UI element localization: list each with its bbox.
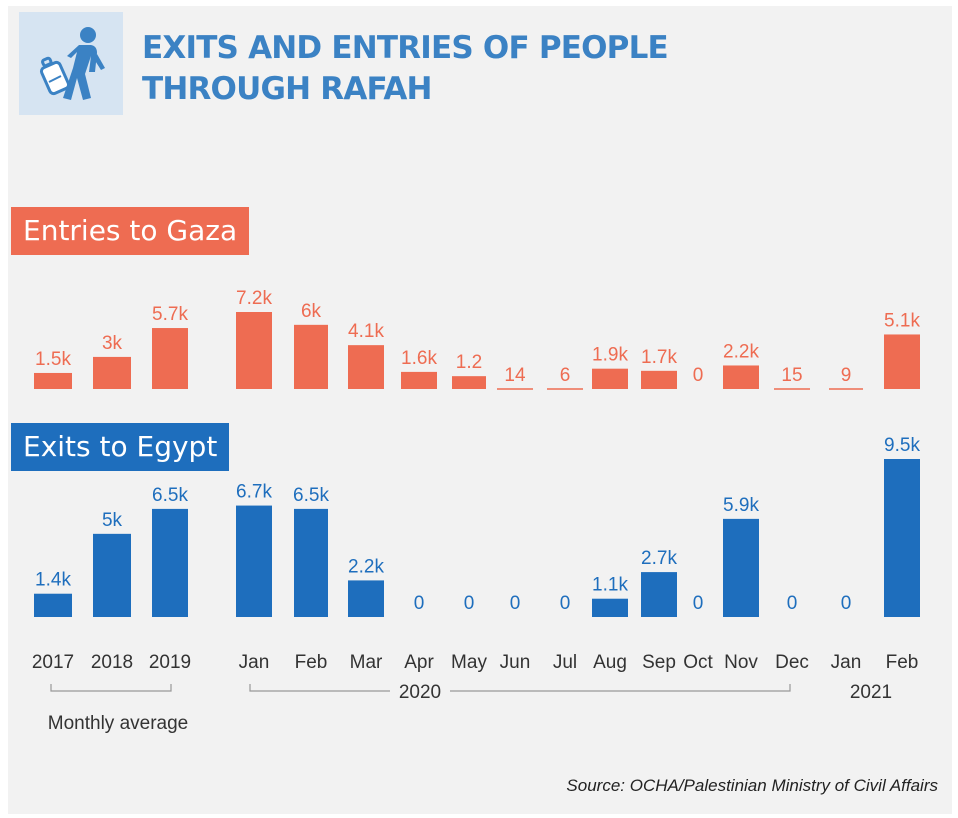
person-walking-with-luggage-icon	[39, 27, 105, 100]
exits-value-label: 6.5k	[152, 485, 188, 506]
entries-bar	[93, 356, 131, 389]
series-label-entries: Entries to Gaza	[11, 207, 250, 255]
exits-value-label: 0	[560, 593, 571, 614]
entries-value-label: 3k	[102, 333, 123, 354]
exits-value-label: 2.2k	[348, 556, 384, 577]
x-tick-label: 2019	[149, 652, 191, 673]
entries-bar	[592, 368, 628, 389]
background-panel: EXITS AND ENTRIES OF PEOPLE THROUGH RAFA…	[8, 6, 952, 814]
entries-value-label: 1.5k	[35, 349, 71, 370]
x-tick-label: Dec	[775, 652, 809, 673]
exits-value-label: 6.7k	[236, 482, 272, 503]
exits-value-label: 1.1k	[592, 575, 628, 596]
exits-bar	[34, 593, 72, 617]
monthly-average-bracket	[50, 684, 172, 692]
exits-value-label: 2.7k	[641, 548, 677, 569]
exits-value-label: 0	[510, 593, 521, 614]
x-tick-label: Sep	[642, 652, 676, 673]
exits-bar	[294, 508, 328, 617]
entries-value-label: 6	[560, 365, 571, 386]
entries-bar	[34, 372, 72, 389]
entries-bar	[294, 324, 328, 389]
x-tick-label: Jan	[239, 652, 270, 673]
entries-value-label: 2.2k	[723, 341, 759, 362]
entries-value-label: 1.7k	[641, 347, 677, 368]
exits-bar	[152, 508, 188, 617]
x-tick-label: Jul	[553, 652, 577, 673]
entries-value-label: 5.7k	[152, 304, 188, 325]
entries-value-label: 1.9k	[592, 345, 628, 366]
x-tick-label: Nov	[724, 652, 758, 673]
entries-bar	[348, 345, 384, 389]
exits-bar	[641, 572, 677, 617]
x-tick-label: Feb	[886, 652, 919, 673]
entries-value-label: 7.2k	[236, 288, 272, 309]
exits-bar	[236, 505, 272, 617]
entries-value-label: 5.1k	[884, 310, 920, 331]
icon-box	[19, 12, 123, 115]
group-label-2021: 2021	[850, 682, 892, 703]
entries-bar	[452, 376, 486, 389]
exits-value-label: 5.9k	[723, 495, 759, 516]
exits-value-label: 0	[464, 593, 475, 614]
exits-value-label: 0	[693, 593, 704, 614]
entries-value-label: 4.1k	[348, 321, 384, 342]
group-label-2020: 2020	[399, 682, 441, 703]
x-tick-label: Feb	[295, 652, 328, 673]
entries-bar	[152, 328, 188, 389]
chart-title: EXITS AND ENTRIES OF PEOPLE THROUGH RAFA…	[142, 30, 669, 107]
entries-value-label: 15	[781, 365, 802, 386]
entries-value-label: 14	[504, 365, 526, 386]
exits-value-label: 1.4k	[35, 570, 71, 591]
entries-bar	[236, 312, 272, 389]
entries-bar	[723, 365, 759, 389]
entries-bar	[884, 334, 920, 389]
x-tick-label: Mar	[350, 652, 383, 673]
entries-value-label: 1.2	[456, 352, 482, 373]
2020-bracket	[249, 684, 791, 692]
exits-value-label: 0	[841, 593, 852, 614]
exits-value-label: 9.5k	[884, 435, 920, 456]
exits-value-label: 0	[787, 593, 798, 614]
exits-value-label: 5k	[102, 510, 123, 531]
entries-bar	[401, 371, 437, 389]
bracket-gap	[390, 688, 450, 694]
exits-value-label: 0	[414, 593, 425, 614]
entries-value-label: 1.6k	[401, 348, 437, 369]
entries-value-label: 0	[693, 365, 704, 386]
x-tick-label: 2018	[91, 652, 133, 673]
exits-bar	[592, 598, 628, 617]
series-label-exits: Exits to Egypt	[11, 423, 230, 471]
x-tick-label: Apr	[404, 652, 434, 673]
entries-bar	[641, 370, 677, 389]
source-note: Source: OCHA/Palestinian Ministry of Civ…	[566, 776, 938, 795]
x-tick-label: Jun	[500, 652, 531, 673]
x-tick-label: Oct	[683, 652, 713, 673]
x-tick-label: Jan	[831, 652, 862, 673]
x-tick-label: Aug	[593, 652, 627, 673]
x-tick-label: May	[451, 652, 487, 673]
exits-bar	[348, 580, 384, 617]
x-tick-label: 2017	[32, 652, 74, 673]
exits-bar	[884, 459, 920, 617]
entries-value-label: 9	[841, 365, 852, 386]
group-label-monthly-average: Monthly average	[48, 713, 188, 734]
exits-value-label: 6.5k	[293, 485, 329, 506]
exits-bar	[93, 533, 131, 617]
exits-bar	[723, 518, 759, 617]
entries-value-label: 6k	[301, 301, 322, 322]
